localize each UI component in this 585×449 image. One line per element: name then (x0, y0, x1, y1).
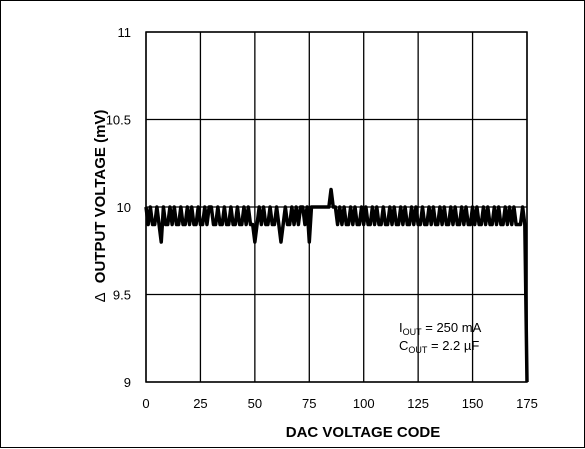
x-tick-label: 175 (516, 396, 538, 411)
y-tick-label: 10 (117, 200, 131, 215)
annotation-line-cout: COUT = 2.2 µF (399, 338, 479, 355)
y-tick-label: 11 (118, 25, 132, 40)
x-axis-title: DAC VOLTAGE CODE (286, 424, 440, 441)
x-tick-label: 75 (302, 396, 316, 411)
x-tick-label: 125 (407, 396, 429, 411)
y-axis-delta-symbol: Δ (92, 292, 109, 302)
y-axis-title: Δ OUTPUT VOLTAGE (mV) (92, 110, 109, 303)
y-axis-label-text: OUTPUT VOLTAGE (mV) (92, 110, 109, 284)
series-layer (144, 187, 529, 383)
x-tick-labels: 0 25 50 75 100 125 150 175 (142, 396, 537, 411)
annotation-line-iout: IOUT = 250 mA (399, 320, 482, 337)
x-tick-label: 100 (353, 396, 375, 411)
y-tick-label: 10.5 (106, 113, 131, 128)
conditions-annotation: IOUT = 250 mA COUT = 2.2 µF (399, 320, 482, 355)
grid (145, 31, 528, 383)
series-line-0 (144, 187, 529, 383)
x-tick-label: 0 (142, 396, 149, 411)
y-tick-label: 9 (124, 375, 131, 390)
y-tick-label: 9.5 (113, 288, 131, 303)
x-tick-label: 50 (248, 396, 262, 411)
y-tick-labels: 9 9.5 10 10.5 11 (106, 25, 131, 390)
x-tick-label: 150 (462, 396, 484, 411)
x-tick-label: 25 (193, 396, 207, 411)
